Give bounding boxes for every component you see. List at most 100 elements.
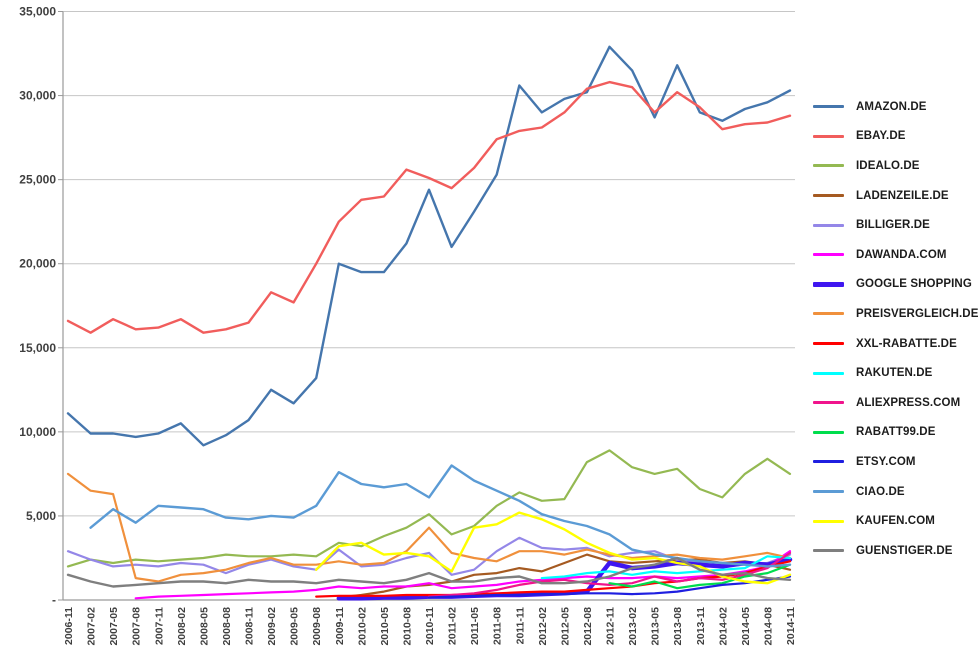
legend-swatch-google-shopping bbox=[813, 281, 844, 287]
y-axis-label: 10,000 bbox=[19, 425, 56, 439]
legend-label-kaufen-com: KAUFEN.COM bbox=[856, 515, 935, 528]
x-axis-label: 2014-11 bbox=[785, 607, 797, 645]
x-axis-label: 2011-08 bbox=[492, 607, 504, 645]
legend-swatch-preisvergleich-de bbox=[813, 312, 844, 316]
legend-swatch-etsy-com bbox=[813, 460, 844, 464]
x-axis-label: 2009-08 bbox=[311, 607, 323, 646]
x-axis-labels: 2006-11 2007-02 2007-05 2007-08 2007-11 2008-… bbox=[63, 607, 797, 646]
x-axis-label: 2007-11 bbox=[153, 607, 165, 645]
series-lines bbox=[66, 45, 793, 601]
legend-label-preisvergleich-de: PREISVERGLEICH.DE bbox=[856, 307, 979, 320]
legend-item-ladenzeile-de: LADENZEILE.DE bbox=[813, 181, 979, 211]
x-axis-label: 2011-02 bbox=[447, 607, 459, 645]
legend-item-rabatt99-de: RABATT99.DE bbox=[813, 418, 979, 448]
x-axis-label: 2013-05 bbox=[650, 607, 662, 646]
legend-label-guenstiger-de: GUENSTIGER.DE bbox=[856, 544, 953, 557]
legend-label-aliexpress-com: ALIEXPRESS.COM bbox=[856, 396, 961, 409]
x-axis-label: 2007-02 bbox=[86, 607, 98, 646]
legend-item-idealo-de: IDEALO.DE bbox=[813, 151, 979, 181]
y-axis-label: 30,000 bbox=[19, 89, 56, 103]
line-idealo-de bbox=[66, 449, 792, 568]
line-etsy-com bbox=[427, 575, 792, 599]
x-axis-label: 2013-11 bbox=[695, 607, 707, 645]
legend-swatch-ciao-de bbox=[813, 490, 844, 494]
line-dawanda-com bbox=[134, 550, 792, 600]
x-axis-label: 2014-05 bbox=[740, 607, 752, 646]
legend-label-xxl-rabatte-de: XXL-RABATTE.DE bbox=[856, 337, 957, 350]
legend-label-etsy-com: ETSY.COM bbox=[856, 455, 916, 468]
chart-legend: AMAZON.DE EBAY.DE IDEALO.DE LADENZEILE.DE BI… bbox=[813, 92, 979, 566]
legend-label-ladenzeile-de: LADENZEILE.DE bbox=[856, 189, 949, 202]
x-axis-label: 2014-02 bbox=[717, 607, 729, 646]
x-axis-label: 2011-05 bbox=[469, 607, 481, 645]
legend-swatch-guenstiger-de bbox=[813, 549, 844, 553]
legend-label-ciao-de: CIAO.DE bbox=[856, 485, 905, 498]
legend-item-rakuten-de: RAKUTEN.DE bbox=[813, 358, 979, 388]
legend-swatch-billiger-de bbox=[813, 223, 844, 227]
x-axis-label: 2009-02 bbox=[266, 607, 278, 646]
x-axis-label: 2010-08 bbox=[401, 607, 413, 646]
x-axis-label: 2008-05 bbox=[198, 607, 210, 646]
legend-swatch-kaufen-com bbox=[813, 519, 844, 523]
y-axis-label: - bbox=[52, 593, 56, 607]
line-amazon-de bbox=[66, 45, 792, 447]
y-axis-label: 5,000 bbox=[26, 509, 56, 523]
x-axis-label: 2008-02 bbox=[176, 607, 188, 646]
legend-swatch-xxl-rabatte-de bbox=[813, 342, 844, 346]
legend-item-preisvergleich-de: PREISVERGLEICH.DE bbox=[813, 299, 979, 329]
legend-item-aliexpress-com: ALIEXPRESS.COM bbox=[813, 388, 979, 418]
legend-swatch-ladenzeile-de bbox=[813, 194, 844, 198]
legend-label-billiger-de: BILLIGER.DE bbox=[856, 219, 930, 232]
x-axis-label: 2009-11 bbox=[334, 607, 346, 645]
legend-label-amazon-de: AMAZON.DE bbox=[856, 100, 927, 113]
x-axis-label: 2007-05 bbox=[108, 607, 120, 646]
legend-item-kaufen-com: KAUFEN.COM bbox=[813, 506, 979, 536]
legend-label-rakuten-de: RAKUTEN.DE bbox=[856, 367, 933, 380]
legend-item-ebay-de: EBAY.DE bbox=[813, 122, 979, 152]
legend-swatch-rabatt99-de bbox=[813, 430, 844, 434]
line-ciao-de bbox=[89, 464, 792, 568]
legend-swatch-idealo-de bbox=[813, 164, 844, 168]
y-axis-label: 20,000 bbox=[19, 257, 56, 271]
line-ebay-de bbox=[66, 80, 792, 334]
x-axis-label: 2014-08 bbox=[762, 607, 774, 646]
legend-item-google-shopping: GOOGLE SHOPPING bbox=[813, 270, 979, 300]
legend-label-idealo-de: IDEALO.DE bbox=[856, 159, 920, 172]
x-axis-label: 2011-11 bbox=[514, 607, 526, 645]
y-axis-label: 35,000 bbox=[19, 5, 56, 19]
x-axis-label: 2007-08 bbox=[131, 607, 143, 646]
legend-swatch-aliexpress-com bbox=[813, 401, 844, 405]
line-preisvergleich-de bbox=[66, 472, 792, 583]
y-axis-labels: - 5,000 10,000 15,000 20,000 25,000 30,000 35,0… bbox=[19, 5, 56, 608]
x-axis-label: 2012-11 bbox=[605, 607, 617, 645]
x-axis-label: 2009-05 bbox=[289, 607, 301, 646]
x-axis-label: 2010-05 bbox=[379, 607, 391, 646]
legend-swatch-amazon-de bbox=[813, 105, 844, 109]
x-axis-label: 2013-02 bbox=[627, 607, 639, 646]
y-axis-label: 25,000 bbox=[19, 173, 56, 187]
legend-item-ciao-de: CIAO.DE bbox=[813, 477, 979, 507]
line-xxl-rabatte-de bbox=[315, 560, 792, 598]
x-axis-label: 2008-08 bbox=[221, 607, 233, 646]
legend-item-dawanda-com: DAWANDA.COM bbox=[813, 240, 979, 270]
x-axis-label: 2010-11 bbox=[424, 607, 436, 645]
legend-label-rabatt99-de: RABATT99.DE bbox=[856, 426, 936, 439]
line-rabatt99-de bbox=[608, 563, 792, 590]
x-axis-label: 2012-02 bbox=[537, 607, 549, 646]
x-axis-label: 2012-05 bbox=[559, 607, 571, 646]
x-axis-label: 2012-08 bbox=[582, 607, 594, 646]
x-axis-label: 2010-02 bbox=[356, 607, 368, 646]
legend-item-xxl-rabatte-de: XXL-RABATTE.DE bbox=[813, 329, 979, 359]
legend-label-ebay-de: EBAY.DE bbox=[856, 130, 906, 143]
line-guenstiger-de bbox=[66, 556, 792, 588]
legend-item-guenstiger-de: GUENSTIGER.DE bbox=[813, 536, 979, 566]
legend-item-amazon-de: AMAZON.DE bbox=[813, 92, 979, 122]
legend-swatch-dawanda-com bbox=[813, 253, 844, 257]
x-axis-label: 2013-08 bbox=[672, 607, 684, 646]
x-axis-label: 2006-11 bbox=[63, 607, 75, 645]
legend-item-etsy-com: ETSY.COM bbox=[813, 447, 979, 477]
legend-label-dawanda-com: DAWANDA.COM bbox=[856, 248, 947, 261]
legend-label-google-shopping: GOOGLE SHOPPING bbox=[856, 278, 972, 291]
